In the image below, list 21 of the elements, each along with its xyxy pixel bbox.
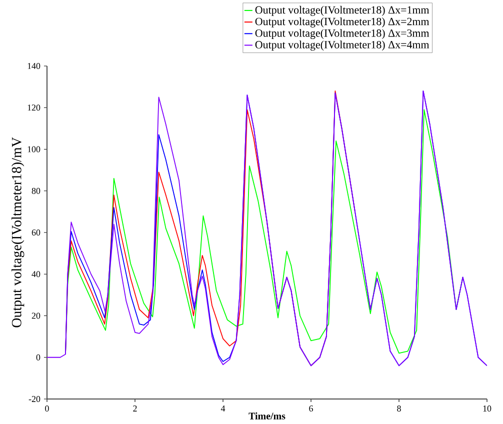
legend-label: Output voltage(IVoltmeter18) Δx=3mm	[255, 29, 430, 40]
x-tick-label: 6	[309, 406, 313, 412]
x-axis-title: Time/ms	[248, 412, 286, 420]
y-axis-title: Output voltage(IVoltmeter18)/mV	[11, 137, 24, 328]
x-tick-label: 8	[397, 406, 401, 412]
y-tick-label: 120	[28, 104, 40, 111]
legend-label: Output voltage(IVoltmeter18) Δx=1mm	[255, 6, 430, 16]
x-tick-label: 0	[45, 406, 49, 412]
legend-label: Output voltage(IVoltmeter18) Δx=2mm	[255, 18, 430, 28]
x-tick-label: 2	[133, 406, 137, 412]
y-tick-label: -20	[28, 396, 40, 402]
y-tick-label: 0	[36, 354, 40, 360]
y-tick-label: 20	[32, 312, 40, 319]
y-tick-label: 40	[32, 271, 40, 278]
legend-label: Output voltage(IVoltmeter18) Δx=4mm	[255, 40, 430, 51]
x-tick-label: 10	[483, 406, 492, 412]
y-tick-label: 60	[32, 229, 40, 236]
y-tick-label: 100	[28, 146, 40, 152]
y-tick-label: 140	[28, 62, 40, 70]
y-tick-label: 80	[32, 188, 40, 194]
x-tick-label: 4	[220, 406, 226, 412]
